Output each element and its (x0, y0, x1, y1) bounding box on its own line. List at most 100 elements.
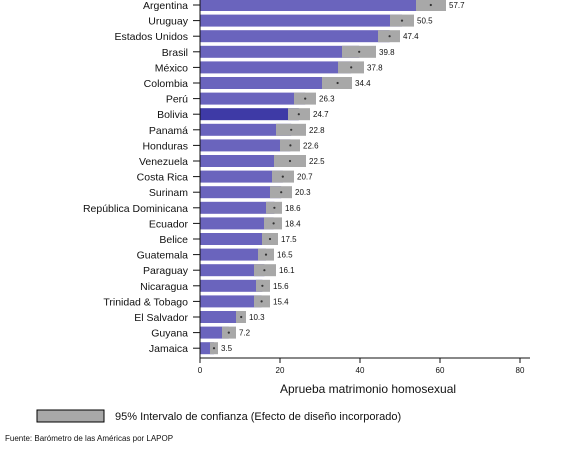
bar (200, 170, 283, 183)
category-label: México (155, 62, 188, 74)
category-label: Venezuela (139, 156, 188, 168)
category-label: Argentina (143, 0, 188, 12)
x-tick-label: 80 (516, 366, 525, 375)
value-label: 18.4 (285, 219, 301, 228)
value-label: 34.4 (355, 79, 371, 88)
category-label: Panamá (149, 125, 188, 137)
category-label: El Salvador (134, 312, 188, 324)
category-label: Nicaragua (140, 281, 188, 293)
bar (200, 264, 265, 277)
category-label: Colombia (144, 78, 189, 90)
category-label: Costa Rica (137, 172, 189, 184)
value-label: 22.8 (309, 126, 325, 135)
category-label: Guyana (151, 328, 188, 340)
category-label: Guatemala (137, 250, 189, 262)
category-label: Surinam (149, 187, 188, 199)
point-estimate-dot (350, 66, 353, 69)
bar (200, 311, 242, 323)
bar (200, 186, 282, 199)
bar (200, 0, 431, 11)
value-label: 24.7 (313, 110, 329, 119)
point-estimate-dot (297, 113, 300, 116)
point-estimate-dot (260, 300, 263, 303)
value-label: 37.8 (367, 63, 383, 72)
point-estimate-dot (400, 19, 404, 22)
category-label: Honduras (142, 140, 188, 152)
category-label: Jamaica (149, 343, 188, 355)
category-label: Ecuador (149, 218, 189, 230)
bar (200, 155, 290, 167)
point-estimate-dot (272, 222, 275, 225)
value-label: 10.3 (249, 313, 265, 322)
point-estimate-dot (429, 3, 432, 7)
value-label: 15.4 (273, 297, 289, 306)
point-estimate-dot (268, 237, 272, 241)
bar (200, 92, 306, 105)
x-axis-title: Aprueba matrimonio homosexual (280, 382, 456, 396)
value-label: 15.6 (273, 282, 289, 291)
bar (200, 217, 274, 230)
point-estimate-dot (290, 128, 293, 131)
point-estimate-dot (336, 81, 339, 85)
point-estimate-dot (261, 284, 264, 287)
point-estimate-dot (240, 315, 243, 319)
value-label: 20.7 (297, 173, 313, 182)
point-estimate-dot (289, 144, 292, 147)
point-estimate-dot (264, 253, 268, 256)
point-estimate-dot (281, 175, 284, 178)
bar (200, 139, 291, 152)
value-label: 47.4 (403, 32, 419, 41)
value-label: 18.6 (285, 204, 301, 213)
bar (200, 61, 352, 74)
category-label: Brasil (162, 47, 188, 59)
point-estimate-dot (273, 206, 276, 209)
value-label: 20.3 (295, 188, 311, 197)
value-label: 26.3 (319, 95, 335, 104)
bar (200, 108, 299, 121)
bar (200, 233, 270, 245)
category-label: República Dominicana (83, 203, 188, 215)
value-label: 22.6 (303, 141, 319, 150)
value-label: 50.5 (417, 17, 433, 26)
bar (200, 77, 338, 89)
point-estimate-dot (388, 35, 391, 38)
value-label: 22.5 (309, 157, 325, 166)
source-note: Fuente: Barómetro de las Américas por LA… (5, 434, 173, 443)
legend-label: 95% Intervalo de confianza (Efecto de di… (115, 411, 401, 423)
point-estimate-dot (227, 331, 230, 334)
bar (200, 30, 390, 43)
value-label: 16.5 (277, 251, 293, 260)
x-tick-label: 60 (436, 366, 445, 375)
category-label: Paraguay (143, 265, 189, 277)
bar (200, 123, 292, 136)
x-tick-label: 0 (198, 366, 203, 375)
value-label: 17.5 (281, 235, 297, 244)
point-estimate-dot (358, 50, 361, 53)
point-estimate-dot (263, 269, 266, 272)
category-label: Belice (159, 234, 188, 246)
bar (200, 326, 229, 339)
x-tick-label: 20 (276, 366, 285, 375)
category-label: Uruguay (148, 16, 188, 28)
value-label: 3.5 (221, 344, 233, 353)
legend-swatch (36, 409, 105, 423)
bar (200, 201, 275, 214)
category-label: Trinidad & Tobago (103, 296, 188, 308)
value-label: 57.7 (449, 1, 465, 10)
category-label: Estados Unidos (114, 31, 188, 43)
point-estimate-dot (280, 191, 283, 194)
value-label: 39.8 (379, 48, 395, 57)
bar (200, 279, 263, 292)
point-estimate-dot (304, 97, 307, 100)
category-label: Bolivia (157, 109, 188, 121)
x-tick-label: 40 (356, 366, 365, 375)
bar (200, 248, 266, 261)
value-label: 16.1 (279, 266, 295, 275)
category-label: Perú (166, 94, 188, 106)
value-label: 7.2 (239, 329, 251, 338)
point-estimate-dot (212, 347, 216, 350)
bar (200, 295, 262, 308)
point-estimate-dot (288, 159, 292, 163)
